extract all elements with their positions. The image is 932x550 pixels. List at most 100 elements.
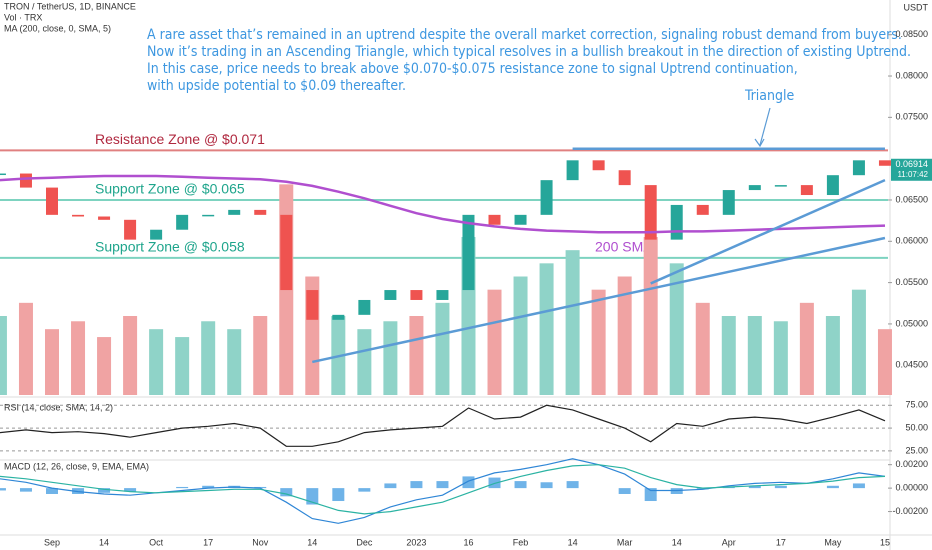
series-line bbox=[0, 464, 886, 515]
note-line: In this case, price needs to break above… bbox=[147, 61, 798, 77]
histogram-bar bbox=[384, 483, 397, 489]
y-tick-label: 0.06000 bbox=[895, 236, 928, 246]
legend-item: MA (200, close, 0, SMA, 5) bbox=[4, 23, 111, 33]
y-tick-label: 25.00 bbox=[905, 445, 928, 455]
series-line bbox=[0, 458, 886, 524]
x-tick-label: Feb bbox=[513, 537, 529, 547]
candle bbox=[514, 214, 527, 225]
candle bbox=[410, 290, 423, 300]
volume-bar bbox=[773, 321, 788, 395]
x-tick-label: May bbox=[824, 537, 842, 547]
histogram-bar bbox=[332, 488, 345, 502]
candle bbox=[280, 214, 293, 291]
x-tick-label: 14 bbox=[99, 537, 109, 547]
candle bbox=[826, 175, 839, 196]
candle bbox=[358, 299, 371, 315]
volume-bar bbox=[149, 329, 164, 395]
histogram-bar bbox=[774, 485, 787, 489]
histogram-bar bbox=[280, 488, 293, 497]
x-tick-label: Oct bbox=[149, 537, 164, 547]
histogram-bar bbox=[644, 488, 657, 502]
histogram-bar bbox=[176, 486, 189, 489]
price-tag bbox=[891, 158, 932, 181]
note-line: with upside potential to $0.09 thereafte… bbox=[147, 78, 406, 94]
x-tick-label: 14 bbox=[568, 537, 578, 547]
candle bbox=[436, 290, 449, 300]
x-tick-label: 14 bbox=[672, 537, 682, 547]
volume-bar bbox=[435, 302, 450, 395]
candle bbox=[540, 180, 553, 215]
candle bbox=[644, 185, 657, 240]
x-tick-label: Mar bbox=[617, 537, 633, 547]
candle bbox=[566, 160, 579, 181]
volume-bar bbox=[253, 316, 268, 395]
volume-bar bbox=[851, 289, 866, 395]
volume-bar bbox=[0, 316, 7, 395]
y-tick-label: 0.04500 bbox=[895, 360, 928, 370]
candle bbox=[19, 173, 32, 188]
x-tick-label: 17 bbox=[203, 537, 213, 547]
volume-bar bbox=[513, 276, 528, 395]
volume-bar bbox=[357, 329, 372, 395]
histogram-bar bbox=[462, 476, 475, 489]
volume-bar bbox=[383, 321, 398, 395]
volume-bar bbox=[721, 316, 736, 395]
y-tick-label: 0.06500 bbox=[895, 194, 928, 204]
candle bbox=[228, 209, 241, 215]
countdown: 11:07:42 bbox=[897, 170, 928, 179]
candle bbox=[124, 219, 137, 240]
x-tick-label: 14 bbox=[307, 537, 317, 547]
candle bbox=[488, 214, 501, 225]
chart-title: TRON / TetherUS, 1D, BINANCE bbox=[4, 1, 136, 11]
axis-unit: USDT bbox=[904, 2, 929, 12]
volume-bar bbox=[71, 321, 86, 395]
x-tick-label: 15 bbox=[880, 537, 890, 547]
volume-bar bbox=[539, 263, 554, 395]
x-tick-label: Sep bbox=[44, 537, 60, 547]
volume-bar bbox=[669, 263, 684, 395]
candle bbox=[774, 185, 787, 187]
candle bbox=[800, 185, 813, 196]
candle bbox=[592, 160, 605, 171]
volume-bar bbox=[591, 289, 606, 395]
candle bbox=[384, 290, 397, 300]
y-tick-label: 0.08500 bbox=[895, 29, 928, 39]
candle bbox=[748, 185, 761, 191]
volume-bar bbox=[565, 250, 580, 395]
series-line bbox=[0, 404, 886, 447]
price-tag-label: 0.06914 bbox=[895, 159, 928, 169]
volume-bar bbox=[643, 237, 658, 395]
note-line: Now it’s trading in an Ascending Triangl… bbox=[147, 44, 911, 60]
y-tick-label: 0.07500 bbox=[895, 112, 928, 122]
candle bbox=[72, 214, 85, 217]
y-tick-label: 0.05000 bbox=[895, 318, 928, 328]
candle bbox=[332, 314, 345, 320]
note-line: A rare asset that’s remained in an uptre… bbox=[147, 27, 902, 43]
histogram-bar bbox=[202, 485, 215, 489]
panel-title: MACD (12, 26, close, 9, EMA, EMA) bbox=[4, 461, 149, 471]
volume-bar bbox=[45, 329, 59, 395]
volume-bar bbox=[409, 316, 424, 395]
histogram-bar bbox=[19, 488, 32, 492]
volume-bar bbox=[175, 337, 190, 395]
candle bbox=[254, 209, 267, 215]
histogram-bar bbox=[124, 488, 137, 492]
level-label: Support Zone @ $0.058 bbox=[95, 239, 245, 255]
histogram-bar bbox=[98, 488, 111, 493]
x-tick-label: Dec bbox=[356, 537, 373, 547]
trendline bbox=[312, 236, 886, 364]
candle bbox=[98, 216, 111, 220]
candle bbox=[176, 214, 189, 230]
level-label: Resistance Zone @ $0.071 bbox=[95, 131, 265, 147]
candle bbox=[202, 214, 215, 217]
candle bbox=[306, 290, 319, 320]
annotation: Triangle bbox=[744, 88, 795, 104]
candle bbox=[670, 204, 683, 240]
arrow-head bbox=[754, 138, 765, 148]
candle bbox=[878, 160, 891, 166]
y-tick-label: -0.00200 bbox=[892, 506, 928, 516]
candle bbox=[722, 190, 735, 215]
histogram-bar bbox=[826, 485, 839, 489]
histogram-bar bbox=[566, 481, 579, 489]
